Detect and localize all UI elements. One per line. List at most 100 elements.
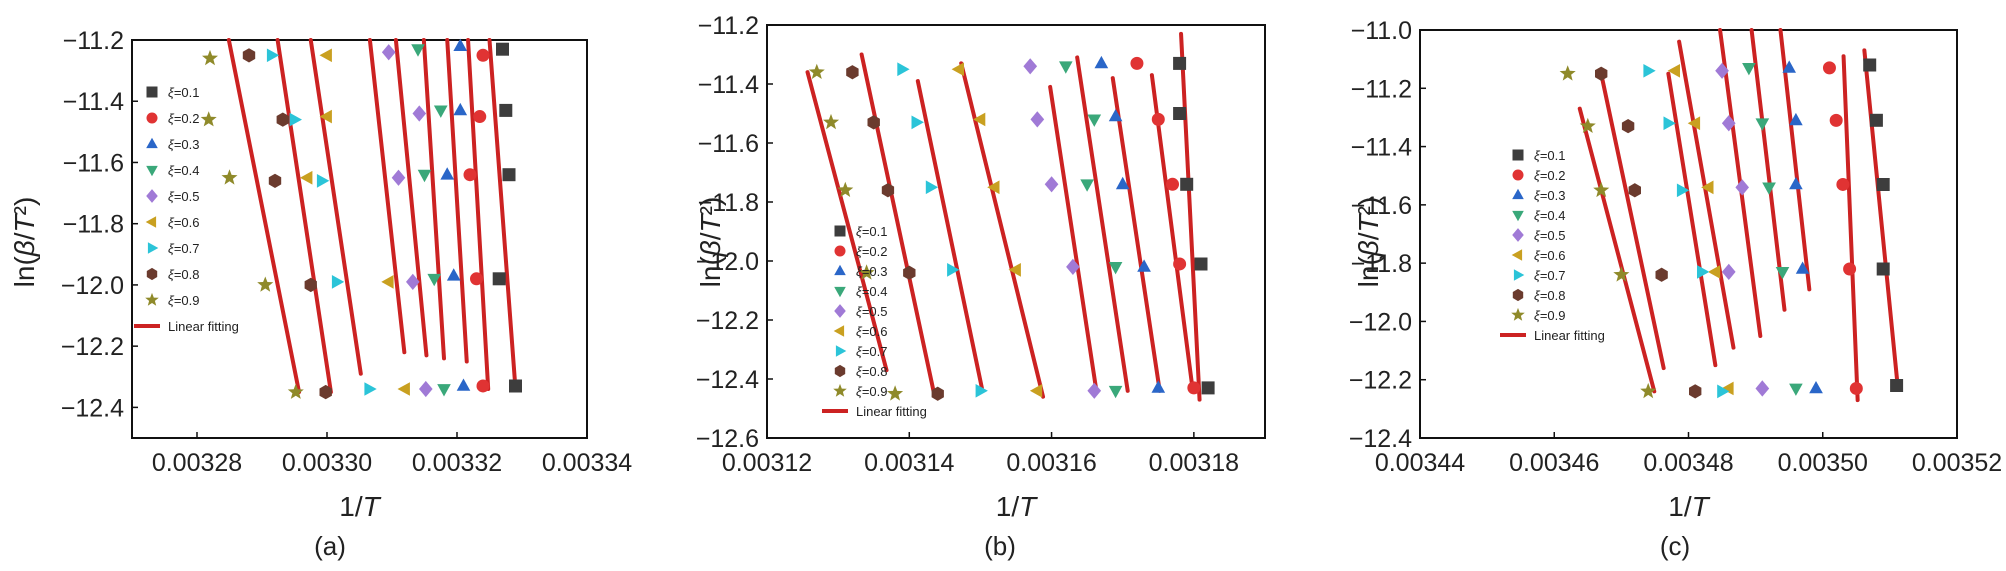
- data-point-xi-0.4: [433, 105, 448, 118]
- legend-label: ξ=0.3: [1534, 188, 1565, 203]
- data-point-xi-0.9: [858, 264, 875, 280]
- legend-label: ξ=0.8: [168, 267, 199, 282]
- data-point-xi-0.8: [304, 277, 317, 293]
- legend-marker-xi-0.3: [1512, 188, 1524, 200]
- y-tick-label: −12.4: [696, 366, 759, 394]
- data-point-xi-0.6: [973, 112, 986, 127]
- data-point-xi-0.4: [1087, 114, 1102, 127]
- y-tick-label: −11.4: [698, 71, 759, 99]
- legend-marker-xi-0.1: [146, 86, 158, 98]
- data-point-xi-0.2: [1822, 61, 1836, 75]
- legend-label: ξ=0.3: [168, 137, 199, 152]
- fit-line-xi-0.5: [1048, 84, 1099, 393]
- data-point-xi-0.5: [381, 44, 396, 61]
- data-point-xi-0.7: [911, 115, 924, 130]
- data-point-xi-0.1: [1876, 178, 1890, 191]
- legend-line-label: Linear fitting: [856, 404, 927, 419]
- fit-line-xi-0.1: [1179, 31, 1202, 402]
- data-point-xi-0.2: [463, 168, 477, 182]
- x-tick-label: 0.00350: [1778, 449, 1868, 477]
- fit-line-xi-0.6: [1677, 39, 1736, 350]
- x-tick-label: 0.00348: [1643, 449, 1733, 477]
- data-point-xi-0.3: [453, 102, 468, 116]
- data-point-xi-0.1: [1173, 107, 1187, 120]
- data-point-xi-0.8: [867, 115, 880, 130]
- data-point-xi-0.6: [951, 62, 964, 77]
- legend-marker-xi-0.7: [835, 345, 847, 357]
- data-point-xi-0.2: [1151, 112, 1165, 126]
- legend-marker-xi-0.8: [834, 364, 846, 378]
- legend-label: ξ=0.6: [856, 324, 887, 339]
- legend-marker-xi-0.5: [834, 304, 846, 318]
- data-point-xi-0.3: [1151, 380, 1166, 393]
- data-point-xi-0.3: [1795, 261, 1810, 274]
- data-point-xi-0.7: [331, 275, 345, 289]
- legend-label: ξ=0.2: [856, 244, 887, 259]
- legend-label: ξ=0.7: [856, 344, 887, 359]
- data-point-xi-0.7: [316, 174, 330, 188]
- x-tick-label: 0.00352: [1912, 449, 2002, 477]
- data-point-xi-0.9: [221, 169, 238, 185]
- data-point-xi-0.1: [1180, 177, 1194, 191]
- data-point-xi-0.6: [1701, 180, 1714, 195]
- legend-label: ξ=0.1: [1534, 148, 1565, 163]
- legend-label: ξ=0.6: [168, 215, 199, 230]
- data-point-xi-0.4: [437, 384, 451, 397]
- data-point-xi-0.1: [1194, 257, 1208, 271]
- data-point-xi-0.1: [1173, 56, 1187, 70]
- x-tick-label: 0.00314: [864, 449, 954, 477]
- data-point-xi-0.7: [266, 48, 280, 63]
- legend-label: ξ=0.4: [856, 284, 887, 299]
- data-point-xi-0.4: [427, 273, 442, 287]
- fit-line-xi-0.3: [445, 38, 469, 364]
- data-point-xi-0.6: [1721, 381, 1734, 396]
- legend-marker-xi-0.8: [146, 267, 158, 281]
- y-tick-label: −12.4: [1349, 425, 1412, 453]
- legend-marker-xi-0.1: [1512, 149, 1524, 161]
- fit-line-xi-0.4: [1075, 55, 1130, 393]
- fit-line-xi-0.7: [308, 38, 363, 376]
- data-point-xi-0.6: [1707, 265, 1721, 279]
- legend-label: ξ=0.5: [168, 189, 199, 204]
- data-point-xi-0.3: [453, 38, 468, 51]
- data-point-xi-0.4: [1755, 118, 1770, 131]
- legend-marker-xi-0.5: [1512, 228, 1524, 242]
- data-point-xi-0.6: [300, 170, 313, 185]
- data-point-xi-0.2: [1187, 381, 1201, 395]
- y-tick-label: −11.6: [698, 130, 759, 158]
- legend-marker-xi-0.3: [834, 264, 846, 276]
- data-point-xi-0.5: [1044, 176, 1059, 193]
- y-axis-label: ln(β/T²): [695, 197, 726, 288]
- data-point-xi-0.7: [975, 384, 988, 398]
- data-point-xi-0.3: [440, 167, 455, 180]
- data-point-xi-0.9: [1613, 266, 1630, 282]
- data-point-xi-0.5: [1030, 111, 1045, 128]
- data-point-xi-0.1: [509, 379, 522, 393]
- legend-marker-xi-0.9: [145, 292, 159, 306]
- fit-line-xi-0.3: [1110, 76, 1162, 393]
- x-tick-label: 0.00316: [1006, 449, 1096, 477]
- fit-line-xi-0.9: [226, 38, 302, 395]
- legend-line-label: Linear fitting: [168, 319, 239, 334]
- fit-line-xi-0.2: [1149, 73, 1195, 390]
- data-point-xi-0.3: [446, 268, 461, 281]
- x-tick-label: 0.00334: [542, 449, 632, 477]
- data-point-xi-0.1: [499, 103, 513, 117]
- fit-line-xi-0.2: [1841, 54, 1860, 403]
- data-point-xi-0.5: [1715, 62, 1729, 79]
- data-point-xi-0.1: [1201, 381, 1215, 395]
- data-point-xi-0.5: [1721, 115, 1736, 132]
- legend: ξ=0.1 ξ=0.2 ξ=0.3 ξ=0.4 ξ=0.5 ξ=0.6 ξ=0.7 ξ=0.8…: [822, 224, 927, 419]
- x-tick-label: 0.00344: [1375, 449, 1465, 477]
- y-tick-label: −11.6: [63, 149, 124, 177]
- data-point-xi-0.4: [1080, 179, 1094, 192]
- legend-marker-xi-0.8: [1512, 288, 1524, 302]
- data-point-xi-0.8: [903, 265, 916, 280]
- data-point-xi-0.2: [1836, 177, 1850, 191]
- data-point-xi-0.5: [1755, 380, 1770, 397]
- fit-line-xi-0.6: [367, 38, 407, 355]
- legend-marker-xi-0.7: [147, 242, 159, 254]
- data-point-xi-0.8: [931, 386, 944, 401]
- data-point-xi-0.7: [897, 62, 910, 77]
- data-point-xi-0.6: [397, 382, 410, 396]
